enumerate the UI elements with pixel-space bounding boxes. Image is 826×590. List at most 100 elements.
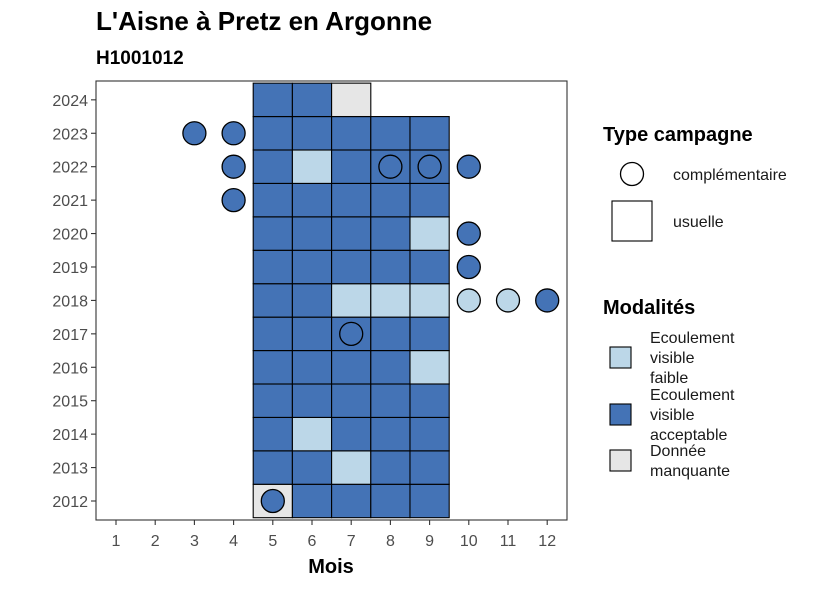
legend-modalite-key: [609, 449, 632, 472]
tile-2016-8: [370, 350, 411, 385]
legend-square-key: [611, 200, 653, 242]
tile-2022-7: [331, 149, 372, 184]
y-tick-label: 2021: [52, 193, 88, 210]
tile-2019-6: [291, 249, 333, 285]
point-2022-10: [456, 154, 481, 179]
tile-2017-6: [291, 316, 333, 352]
tile-2012-6: [291, 483, 333, 519]
point-2012-5: [260, 488, 285, 514]
point-2020-10: [456, 221, 481, 246]
tile-2019-9: [409, 249, 450, 285]
point-2023-4: [221, 121, 246, 146]
tile-2016-9: [409, 350, 450, 385]
legend-type-label: complémentaire: [673, 167, 787, 184]
y-tick-label: 2014: [52, 427, 88, 444]
tile-2015-9: [409, 383, 450, 418]
tile-2024-5: [252, 82, 293, 118]
legend-type-label: usuelle: [673, 214, 724, 231]
x-tick-label: 10: [460, 533, 478, 550]
tile-2013-8: [370, 450, 411, 485]
point-2021-4: [221, 187, 246, 213]
tile-2015-8: [370, 383, 411, 418]
y-tick-label: 2018: [52, 293, 88, 310]
legend-modalite-key: [609, 403, 632, 426]
tile-2021-7: [331, 182, 372, 218]
x-tick-label: 4: [229, 533, 238, 550]
tile-2023-6: [291, 116, 333, 151]
tile-2020-6: [291, 216, 333, 251]
chart-subtitle: H1001012: [96, 48, 184, 69]
legend-modalites: ModalitésEcoulementvisiblefaibleEcouleme…: [603, 297, 735, 480]
tile-2021-9: [409, 182, 450, 218]
x-tick-label: 12: [538, 533, 556, 550]
legend-modalite-label: Donnée: [650, 443, 706, 460]
tile-2021-5: [252, 182, 293, 218]
tile-2014-9: [409, 416, 450, 452]
tile-2020-7: [331, 216, 372, 251]
tile-2014-5: [252, 416, 293, 452]
legend-modalite-label: visible: [650, 407, 695, 424]
legend-type-title: Type campagne: [603, 124, 753, 146]
tile-2018-8: [370, 283, 411, 318]
y-tick-label: 2019: [52, 260, 88, 277]
x-tick-label: 3: [190, 533, 199, 550]
tile-2012-8: [370, 483, 411, 519]
tile-2018-5: [252, 283, 293, 318]
y-tick-label: 2024: [52, 93, 88, 110]
y-tick-label: 2023: [52, 126, 88, 143]
y-tick-label: 2015: [52, 394, 88, 411]
tile-2019-5: [252, 249, 293, 285]
tile-2014-6: [291, 416, 333, 452]
x-axis-label: Mois: [308, 556, 354, 578]
point-2022-8: [378, 154, 403, 179]
tile-2021-6: [291, 182, 333, 218]
tile-2019-8: [370, 249, 411, 285]
plot-panel: [95, 80, 568, 521]
point-2022-4: [221, 154, 246, 179]
tile-2024-7: [331, 82, 372, 118]
chart-title: L'Aisne à Pretz en Argonne: [96, 6, 432, 36]
tile-2022-6: [291, 149, 333, 184]
y-tick-label: 2022: [52, 160, 88, 177]
legend-type-campagne: Type campagne complémentaire usuelle: [603, 124, 787, 242]
x-tick-label: 11: [500, 533, 517, 550]
tile-2013-5: [252, 450, 293, 485]
tile-2024-6: [291, 82, 333, 118]
tile-2013-9: [409, 450, 450, 485]
tile-2015-7: [331, 383, 372, 418]
x-tick-label: 5: [268, 533, 277, 550]
point-2018-11: [495, 288, 521, 313]
legend-modalite-label: manquante: [650, 463, 730, 480]
point-2018-12: [535, 288, 560, 313]
x-tick-label: 7: [347, 533, 356, 550]
y-tick-label: 2016: [52, 360, 88, 377]
tile-2023-5: [252, 116, 293, 151]
legend-modalite-label: Ecoulement: [650, 330, 735, 347]
point-2018-10: [456, 288, 481, 313]
tile-2016-7: [331, 350, 372, 385]
tile-2017-8: [370, 316, 411, 352]
y-tick-label: 2012: [52, 494, 88, 511]
x-tick-label: 1: [112, 533, 121, 550]
x-tick-label: 6: [308, 533, 317, 550]
legend-modalites-title: Modalités: [603, 297, 695, 319]
tile-2016-5: [252, 350, 293, 385]
tile-2018-6: [291, 283, 333, 318]
x-tick-label: 2: [151, 533, 160, 550]
y-tick-label: 2020: [52, 227, 88, 244]
tile-2021-8: [370, 182, 411, 218]
legend-modalite-label: Ecoulement: [650, 387, 735, 404]
point-2023-3: [182, 121, 207, 146]
x-axis: 1 2 3 4 5 6 7 8 9 10 11 12: [112, 520, 556, 550]
tile-2020-5: [252, 216, 293, 251]
tile-2018-9: [409, 283, 450, 318]
legend-modalite-key: [609, 346, 632, 369]
point-2019-10: [456, 254, 481, 280]
legend-modalite-label: faible: [650, 370, 688, 387]
tile-2022-5: [252, 149, 293, 184]
tile-2017-5: [252, 316, 293, 352]
tile-2019-7: [331, 249, 372, 285]
tile-2020-9: [409, 216, 450, 251]
legend-modalite-label: visible: [650, 350, 695, 367]
